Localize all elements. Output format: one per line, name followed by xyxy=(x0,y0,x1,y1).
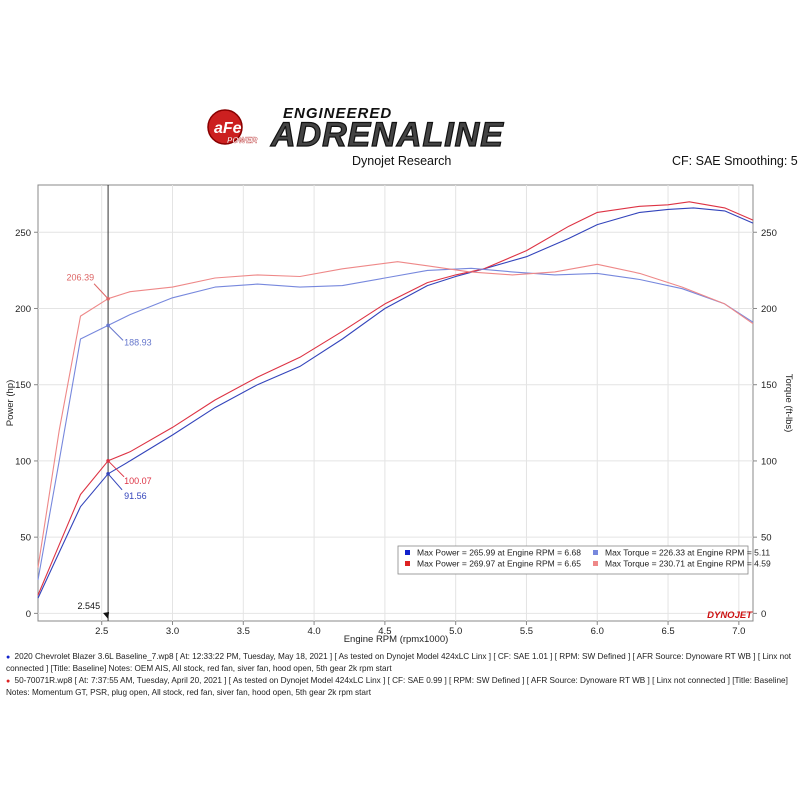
annotation-arrow-icon xyxy=(107,473,123,491)
cursor-arrow-icon xyxy=(103,612,110,619)
y-tick-label-left: 0 xyxy=(26,609,31,620)
power-line-1 xyxy=(37,207,754,599)
x-axis-label: Engine RPM (rpmx1000) xyxy=(344,634,449,645)
footer-run-notes: ● 2020 Chevrolet Blazer 3.6L Baseline_7.… xyxy=(6,652,796,698)
cursor-value-label: 2.545 xyxy=(78,601,101,611)
legend-entry: Max Power = 265.99 at Engine RPM = 6.68 xyxy=(417,548,581,558)
y-tick-label-left: 100 xyxy=(15,456,31,467)
axes: 2.5 3.0 3.5 4.0 4.5 5.0 5.5 6.0 6.5 7.0 0 0 50 50 100 1… xyxy=(15,228,777,637)
y-tick-label-left: 200 xyxy=(15,304,31,315)
footer-run-1-text: 2020 Chevrolet Blazer 3.6L Baseline_7.wp… xyxy=(6,652,792,673)
run-2-marker-icon: ● xyxy=(6,678,11,686)
annotations: 2.545 206.39 188.93 100.07 91.56 xyxy=(67,185,152,621)
svg-text:aFe: aFe xyxy=(214,120,242,137)
annotation-label: 91.56 xyxy=(124,491,147,501)
x-tick-label: 3.0 xyxy=(166,626,179,637)
x-tick-label: 2.5 xyxy=(95,626,108,637)
legend-box xyxy=(397,545,749,575)
y-axis-label-left: Power (hp) xyxy=(5,380,16,426)
x-tick-label: 5.0 xyxy=(449,626,462,637)
legend: Max Power = 265.99 at Engine RPM = 6.68 M… xyxy=(397,545,771,575)
x-tick-label: 6.0 xyxy=(591,626,604,637)
y-tick-label-right: 200 xyxy=(761,304,777,315)
legend-entry: Max Power = 269.97 at Engine RPM = 6.65 xyxy=(417,559,581,569)
x-tick-label: 3.5 xyxy=(237,626,250,637)
y-tick-label-left: 150 xyxy=(15,380,31,391)
y-tick-label-right: 150 xyxy=(761,380,777,391)
legend-swatch xyxy=(593,561,598,566)
logo-engineered: ENGINEERED xyxy=(283,105,392,122)
annotation-arrow-icon xyxy=(93,283,109,300)
x-tick-label: 4.0 xyxy=(307,626,320,637)
y-tick-label-right: 100 xyxy=(761,456,777,467)
annotation-arrow-icon xyxy=(107,460,125,478)
footer-run-1: ● 2020 Chevrolet Blazer 3.6L Baseline_7.… xyxy=(6,652,796,674)
series-group xyxy=(37,201,754,599)
legend-swatch xyxy=(405,550,410,555)
cf-smoothing-label: CF: SAE Smoothing: 5 xyxy=(672,154,798,168)
x-tick-label: 5.5 xyxy=(520,626,533,637)
afe-power-badge: aFe POWER xyxy=(207,109,258,145)
y-tick-label-right: 250 xyxy=(761,228,777,239)
x-tick-label: 6.5 xyxy=(661,626,674,637)
dynojet-watermark: DYNOJET xyxy=(707,610,753,621)
y-tick-label-left: 50 xyxy=(20,533,31,544)
logo-adrenaline: ADRENALINE xyxy=(270,116,504,154)
annotation-label: 188.93 xyxy=(124,337,152,347)
annotation-label: 100.07 xyxy=(124,476,152,486)
y-axis-label-right: Torque (ft-lbs) xyxy=(783,374,794,433)
power-line-2 xyxy=(37,201,754,596)
y-tick-label-left: 250 xyxy=(15,228,31,239)
x-tick-label: 4.5 xyxy=(378,626,391,637)
annotation-arrow-icon xyxy=(107,325,124,341)
svg-text:POWER: POWER xyxy=(227,136,257,145)
torque-line-3 xyxy=(37,267,754,580)
legend-swatch xyxy=(405,561,410,566)
y-tick-label-right: 50 xyxy=(761,533,772,544)
torque-line-4 xyxy=(37,261,754,568)
legend-entry: Max Torque = 226.33 at Engine RPM = 5.11 xyxy=(605,548,770,558)
run-1-marker-icon: ● xyxy=(6,654,11,661)
afe-adrenaline-logo: aFe POWER ENGINEERED ADRENALINE xyxy=(205,100,595,156)
chart-subtitle: Dynojet Research xyxy=(352,154,452,168)
legend-entry: Max Torque = 230.71 at Engine RPM = 4.59 xyxy=(605,559,771,569)
legend-swatch xyxy=(593,550,598,555)
annotation-label: 206.39 xyxy=(67,273,95,283)
x-tick-label: 7.0 xyxy=(732,626,745,637)
y-tick-label-right: 0 xyxy=(761,609,766,620)
footer-run-2-text: 50-70071R.wp8 [ At: 7:37:55 AM, Tuesday,… xyxy=(6,676,788,697)
footer-run-2: ● 50-70071R.wp8 [ At: 7:37:55 AM, Tuesda… xyxy=(6,676,796,698)
